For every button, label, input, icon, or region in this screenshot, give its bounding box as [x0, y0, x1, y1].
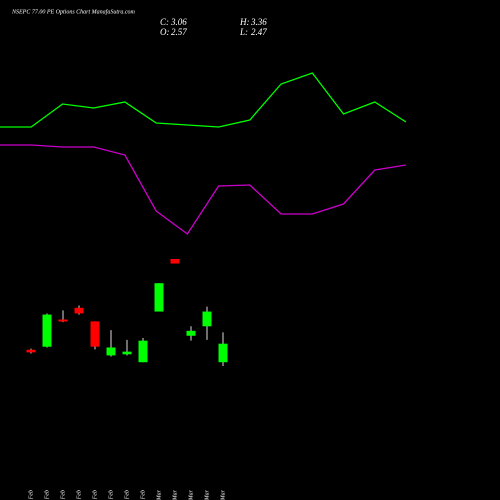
- low-value: 2.47: [251, 27, 267, 37]
- open-value: 2.57: [171, 27, 187, 37]
- x-tick-label: 21 Feb: [76, 490, 82, 500]
- x-tick-label: 18 Feb: [28, 490, 34, 500]
- open-label: O:: [160, 27, 170, 37]
- x-tick-label: 03 Mar: [156, 489, 162, 500]
- x-tick-label: 04 Mar: [171, 489, 178, 500]
- x-tick-label: 12 Mar: [220, 489, 226, 500]
- candle-body: [218, 343, 228, 363]
- close-label: C:: [160, 17, 169, 27]
- candle-body: [138, 340, 148, 363]
- x-tick-label: 26 Feb: [124, 490, 130, 500]
- candle-body: [42, 314, 52, 347]
- x-tick-label: 25 Feb: [108, 490, 114, 500]
- candle-body: [154, 283, 164, 312]
- high-label: H:: [239, 17, 250, 27]
- candle-body: [26, 349, 36, 353]
- indicator-line: [0, 144, 407, 235]
- candle-body: [74, 307, 84, 314]
- x-tick-label: 24 Feb: [91, 490, 98, 500]
- x-tick-label: 19 Feb: [44, 490, 50, 500]
- x-tick-label: 20 Feb: [60, 490, 66, 500]
- candle-body: [106, 347, 116, 356]
- candle-body: [90, 321, 100, 347]
- close-value: 3.06: [170, 17, 187, 27]
- low-label: L:: [239, 27, 248, 37]
- x-tick-label: 11 Mar: [204, 489, 210, 500]
- indicator-line: [0, 72, 407, 128]
- high-value: 3.36: [250, 17, 267, 27]
- candle-body: [186, 330, 196, 336]
- candle-body: [170, 259, 180, 264]
- x-tick-label: 06 Mar: [188, 489, 194, 500]
- candle-body: [202, 311, 212, 327]
- candle-body: [122, 351, 132, 355]
- candle-body: [58, 319, 68, 322]
- x-tick-label: 27 Feb: [140, 490, 146, 500]
- chart-title: NSEPC 77.00 PE Options Chart ManafaSutra…: [11, 8, 136, 15]
